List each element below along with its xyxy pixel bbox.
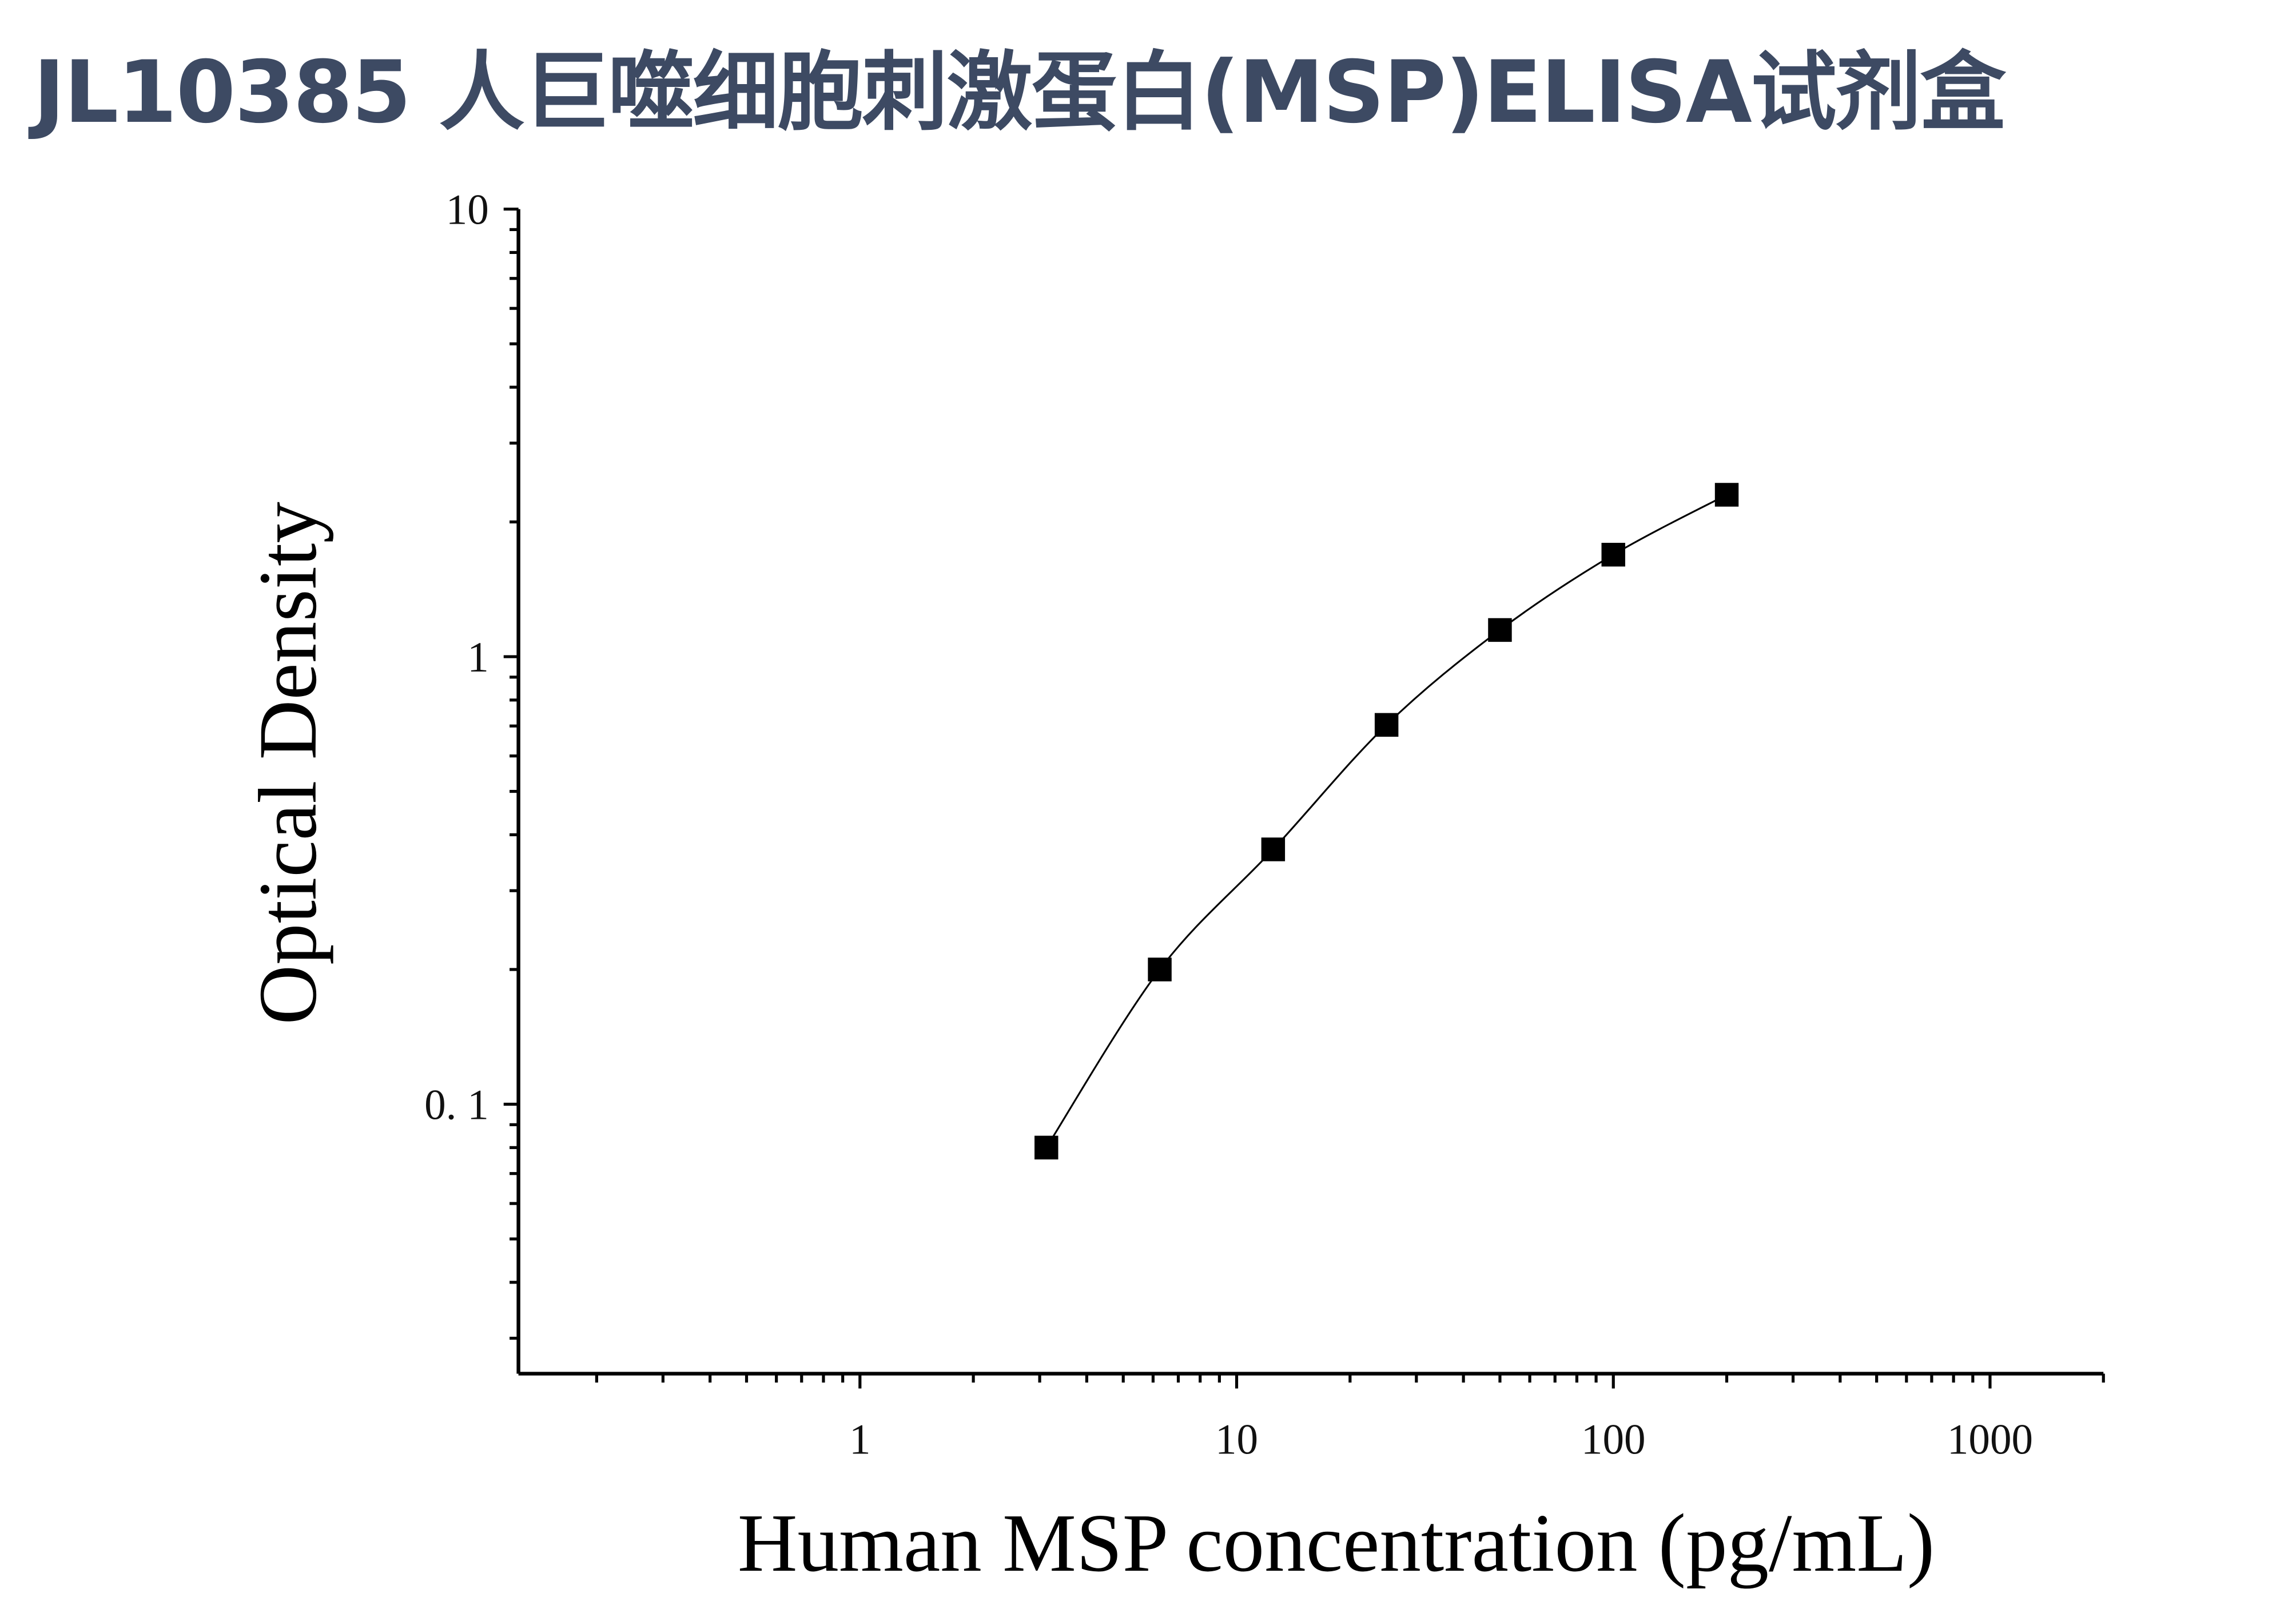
x-tick-label: 100 xyxy=(1581,1416,1646,1463)
data-point xyxy=(1261,837,1286,861)
y-tick-label: 0. 1 xyxy=(424,1081,489,1129)
x-axis-title: Human MSP concentration (pg/mL) xyxy=(738,1497,1935,1589)
x-tick-label: 1 xyxy=(849,1416,871,1463)
axes xyxy=(516,209,2104,1376)
data-point xyxy=(1148,958,1172,982)
data-marks xyxy=(1034,483,1739,1160)
x-tick-label: 10 xyxy=(1215,1416,1258,1463)
y-axis-title: Optical Density xyxy=(242,502,334,1024)
y-tick-label: 1 xyxy=(467,634,489,681)
fit-curve xyxy=(1045,494,1728,1149)
ticks: 10 1 0. 1 1 10 100 1000 xyxy=(424,186,2105,1463)
data-point xyxy=(1374,713,1399,737)
chart-title: JL10385 人巨噬细胞刺激蛋白(MSP)ELISA试剂盒 xyxy=(33,43,2006,142)
data-point xyxy=(1714,483,1739,507)
data-point xyxy=(1601,542,1625,567)
data-point xyxy=(1488,618,1512,642)
y-tick-label: 10 xyxy=(446,186,489,233)
data-point xyxy=(1034,1135,1059,1160)
x-tick-label: 1000 xyxy=(1947,1416,2033,1463)
